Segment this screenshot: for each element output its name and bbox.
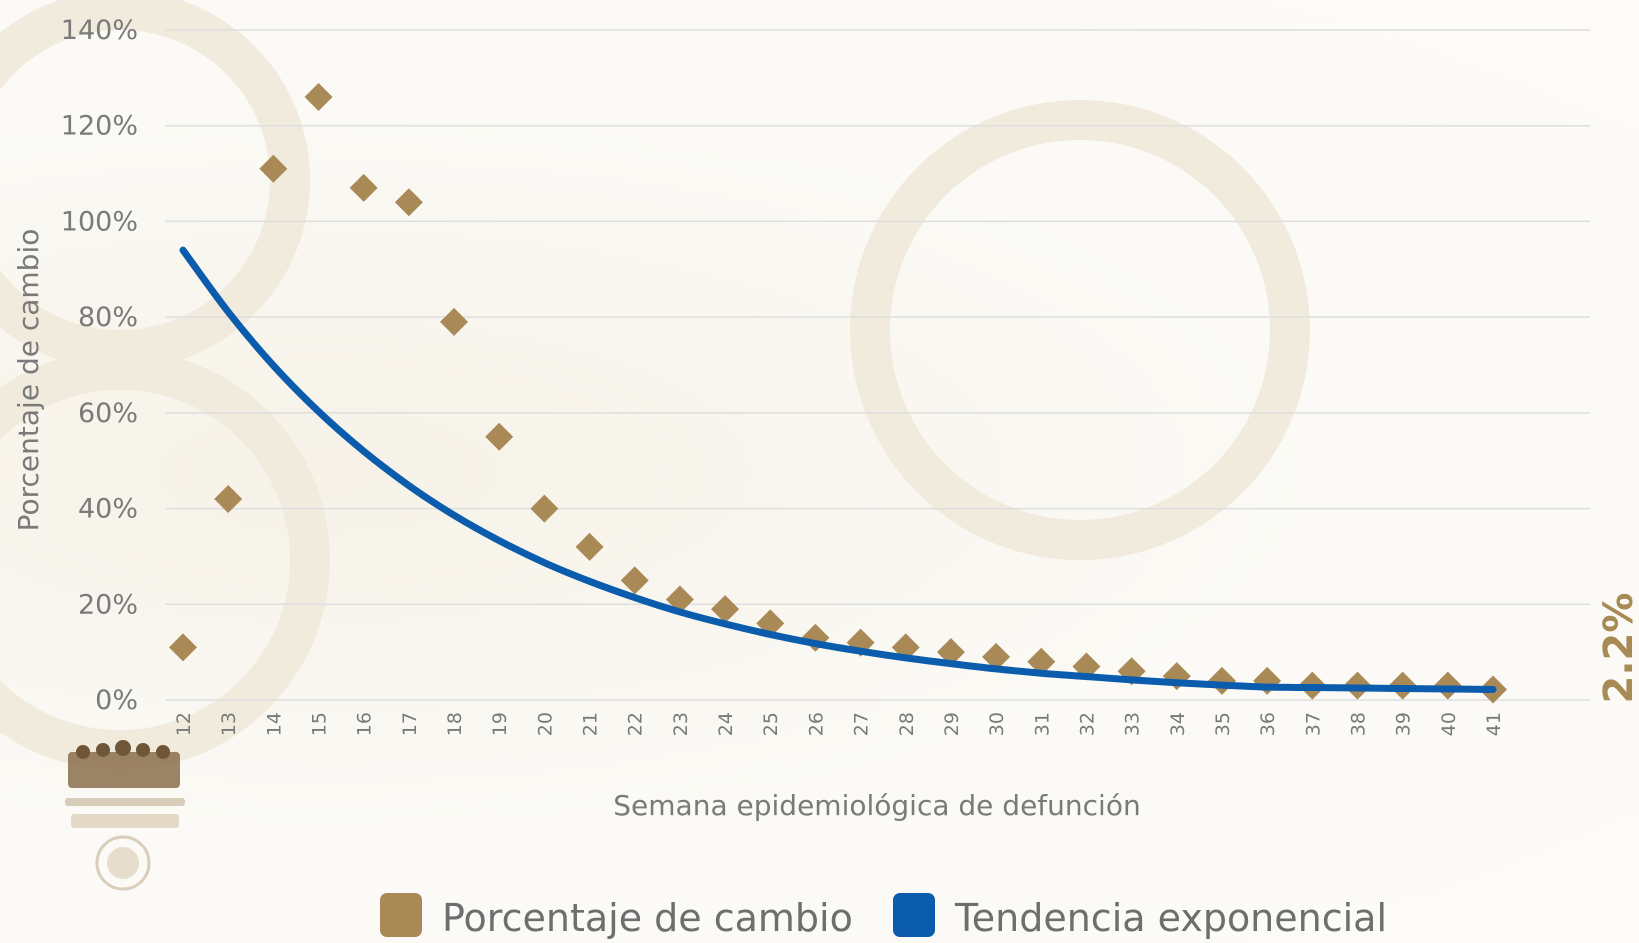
grid-lines (165, 29, 1590, 701)
scatter-point (394, 188, 423, 217)
x-tick-label: 12 (173, 712, 195, 736)
x-tick-label: 31 (1031, 712, 1053, 736)
x-tick-labels: 12 13 14 15 16 17 18 19 20 21 22 23 24 25 26 27 28 29 30 31… (173, 712, 1505, 736)
x-tick-label: 30 (986, 712, 1008, 736)
x-tick-label: 21 (580, 712, 602, 736)
scatter-series (169, 83, 1507, 704)
y-tick-label: 120% (61, 111, 138, 142)
x-tick-label: 22 (625, 712, 647, 736)
x-tick-label: 15 (309, 712, 331, 736)
scatter-point (711, 595, 740, 624)
x-axis-title: Semana epidemiológica de defunción (613, 789, 1140, 822)
x-tick-label: 28 (896, 712, 918, 736)
x-tick-label: 32 (1076, 712, 1098, 736)
trend-line (179, 246, 1497, 693)
x-tick-label: 13 (218, 712, 240, 736)
scatter-point (982, 642, 1011, 671)
legend-swatch (893, 893, 935, 937)
x-tick-label: 34 (1167, 712, 1189, 736)
x-tick-label: 18 (444, 712, 466, 736)
y-tick-label: 140% (61, 15, 138, 46)
legend-label: Porcentaje de cambio (442, 896, 853, 940)
x-tick-label: 33 (1122, 712, 1144, 736)
seal-icon (95, 835, 151, 891)
x-tick-label: 25 (760, 712, 782, 736)
final-value-callout: 2.2% (1596, 593, 1639, 704)
legend-swatch (380, 893, 422, 937)
x-tick-label: 14 (263, 712, 285, 736)
x-tick-label: 36 (1257, 712, 1279, 736)
y-tick-label: 80% (78, 302, 138, 333)
legend-label: Tendencia exponencial (954, 896, 1387, 940)
y-axis-title: Porcentaje de cambio (12, 229, 45, 532)
legend: Porcentaje de cambio Tendencia exponencia… (380, 893, 1387, 940)
scatter-point (169, 633, 197, 662)
scatter-point (936, 638, 965, 667)
government-logo (65, 740, 185, 891)
y-tick-labels: 0% 20% 40% 60% 80% 100% 120% 140% (61, 15, 138, 716)
x-tick-label: 24 (715, 712, 737, 736)
x-tick-label: 23 (670, 712, 692, 736)
scatter-point (349, 173, 378, 202)
x-tick-label: 39 (1393, 712, 1415, 736)
legend-item-scatter: Porcentaje de cambio (380, 893, 853, 940)
scatter-point (575, 532, 604, 561)
x-tick-label: 19 (489, 712, 511, 736)
x-tick-label: 29 (941, 712, 963, 736)
scatter-point (530, 494, 559, 523)
scatter-point (440, 307, 469, 336)
y-tick-label: 0% (95, 685, 138, 716)
x-tick-label: 37 (1302, 712, 1324, 736)
x-tick-label: 38 (1347, 712, 1369, 736)
y-tick-label: 40% (78, 494, 138, 525)
scatter-point (1027, 647, 1056, 676)
x-tick-label: 40 (1438, 712, 1460, 736)
x-tick-label: 17 (399, 712, 421, 736)
scatter-point (214, 485, 243, 513)
y-tick-label: 20% (78, 589, 138, 620)
scatter-point (485, 422, 514, 451)
background-watermark (0, 0, 1310, 770)
y-tick-label: 100% (61, 206, 138, 237)
legend-item-trend: Tendencia exponencial (893, 893, 1387, 940)
x-tick-label: 41 (1483, 712, 1505, 736)
x-tick-label: 16 (354, 712, 376, 736)
x-tick-label: 27 (851, 712, 873, 736)
scatter-point (304, 83, 333, 111)
x-tick-label: 20 (534, 712, 556, 736)
x-tick-label: 26 (805, 712, 827, 736)
scatter-point (1207, 666, 1236, 695)
scatter-point (259, 154, 288, 183)
y-tick-label: 60% (78, 398, 138, 429)
scatter-point (620, 566, 649, 595)
x-tick-label: 35 (1212, 712, 1234, 736)
